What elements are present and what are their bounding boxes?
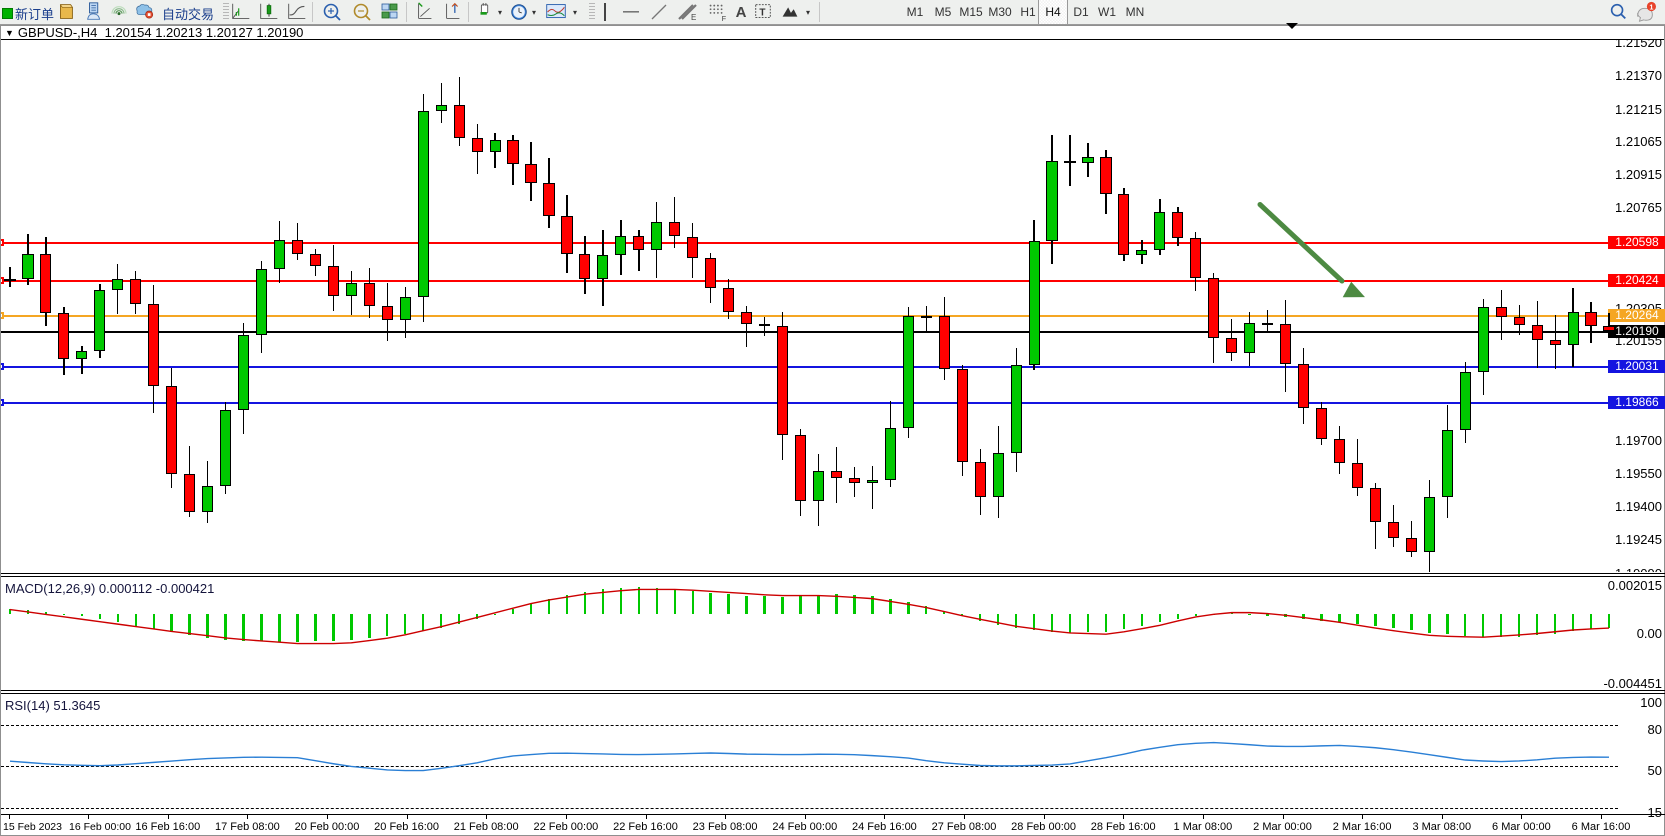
svg-text:F: F <box>722 14 727 23</box>
svg-text:T: T <box>759 8 765 19</box>
svg-text:1: 1 <box>1649 2 1653 11</box>
svg-text:E: E <box>691 13 696 22</box>
